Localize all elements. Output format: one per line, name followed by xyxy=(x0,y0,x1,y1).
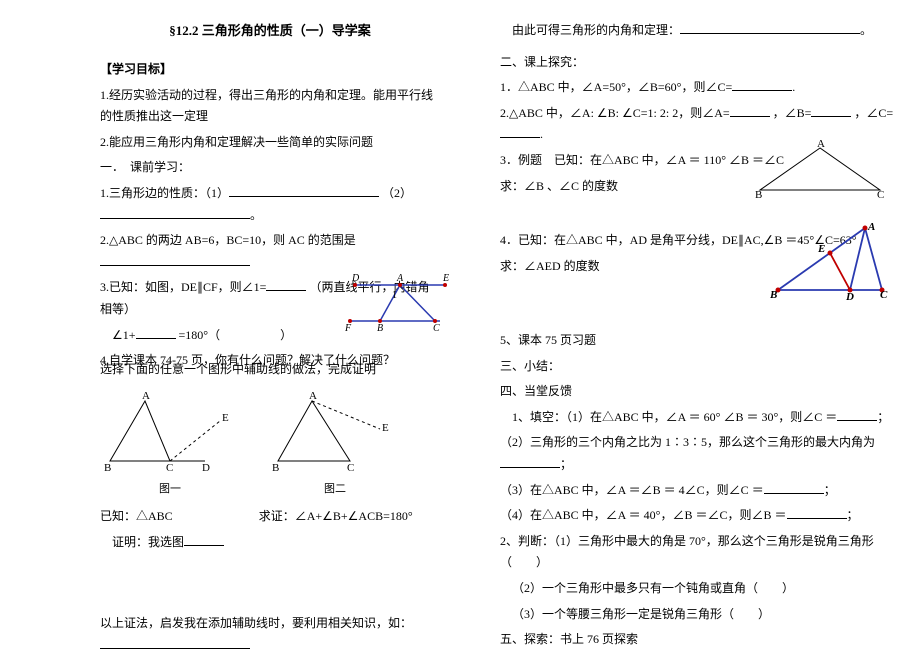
q-l3-a: 3.已知：如图，DE∥CF，则∠1= xyxy=(100,280,266,294)
f2-a: （2）三角形的三个内角之比为 1∶3∶5，那么这个三角形的最大内角为 xyxy=(500,435,875,449)
judge-2: （2）一个三角形中最多只有一个钝角或直角（ ） xyxy=(500,578,895,600)
blank xyxy=(764,480,824,494)
known-label: 已知：△ABC xyxy=(100,509,173,523)
known-prove: 已知：△ABC 求证：∠A+∠B+∠ACB=180° xyxy=(100,506,440,528)
q-l4: 4.自学课本 74-75 页，你有什么问题？解决了什么问题？ xyxy=(100,350,440,372)
blank xyxy=(500,454,560,468)
fill-head: 1、填空：（1）在△ABC 中，∠A ＝ 60° ∠B ＝ 30°，则∠C ＝ xyxy=(512,410,837,424)
blank xyxy=(100,252,250,266)
q-l3-d: =180°（ ） xyxy=(179,328,293,342)
r1-a: 由此可得三角形的内角和定理： xyxy=(512,23,680,37)
label-A: A xyxy=(867,221,875,233)
rq1-b: . xyxy=(792,80,795,94)
q-l2-a: 2.△ABC 的两边 AB=6，BC=10，则 AC 的范围是 xyxy=(100,233,356,247)
blank xyxy=(184,532,224,546)
label-A: A xyxy=(309,391,317,402)
f3-a: （3）在△ABC 中，∠A ＝∠B ＝ 4∠C，则∠C ＝ xyxy=(500,483,764,497)
pre-study-head: 一． 课前学习： xyxy=(100,157,440,179)
label-E: E xyxy=(442,273,449,284)
label-A: A xyxy=(817,140,825,150)
section2-head: 二、课上探究： xyxy=(500,52,895,74)
label-E: E xyxy=(382,422,389,434)
r1: 由此可得三角形的内角和定理： 。 xyxy=(500,20,895,42)
objective-1: 1.经历实验活动的过程，得出三角形的内角和定理。能用平行线的性质推出这一定理 xyxy=(100,85,440,128)
judge-1: 2、判断：（1）三角形中最大的角是 70°，那么这个三角形是锐角三角形（ ） xyxy=(500,531,895,574)
triangle-fig1: A B C D E xyxy=(100,391,240,476)
blank xyxy=(787,505,847,519)
label-C: C xyxy=(166,462,173,474)
fill-2: （2）三角形的三个内角之比为 1∶3∶5，那么这个三角形的最大内角为 ； xyxy=(500,432,895,475)
label-F: F xyxy=(345,323,352,333)
label-B: B xyxy=(770,289,777,301)
fill-4: （4）在△ABC 中，∠A ＝ 40°，∠B ＝∠C，则∠B ＝ ； xyxy=(500,505,895,527)
rq1-a: 1．△ABC 中，∠A=50°，∠B=60°，则∠C= xyxy=(500,80,732,94)
diagram-parallel-lines: D A E F B C 1 xyxy=(345,273,455,333)
r1-b: 。 xyxy=(860,23,872,37)
f4-b: ； xyxy=(847,508,859,522)
label-D: D xyxy=(845,291,854,303)
label-A: A xyxy=(396,273,404,284)
blank xyxy=(837,407,877,421)
label-D: D xyxy=(351,273,360,284)
blank xyxy=(100,635,250,649)
f4-a: （4）在△ABC 中，∠A ＝ 40°，∠B ＝∠C，则∠B ＝ xyxy=(500,508,787,522)
rq1: 1．△ABC 中，∠A=50°，∠B=60°，则∠C=. xyxy=(500,77,895,99)
label-A: A xyxy=(142,391,150,402)
blank xyxy=(811,103,851,117)
judge-3: （3）一个等腰三角形一定是锐角三角形（ ） xyxy=(500,604,895,626)
prove-label: 求证：∠A+∠B+∠ACB=180° xyxy=(259,509,413,523)
caption-fig1: 图一 xyxy=(100,480,240,496)
bottom-a: 以上证法，启发我在添加辅助线时，要利用相关知识，如： xyxy=(100,616,412,630)
fill-1: 1、填空：（1）在△ABC 中，∠A ＝ 60° ∠B ＝ 30°，则∠C ＝ ； xyxy=(500,407,895,429)
label-D: D xyxy=(202,462,210,474)
triangle-plain: A B C xyxy=(755,140,885,200)
blank xyxy=(100,205,250,219)
page-title: §12.2 三角形角的性质（一）导学案 xyxy=(100,20,440,39)
blank xyxy=(136,325,176,339)
blank xyxy=(266,277,306,291)
label-B: B xyxy=(377,323,383,333)
blank xyxy=(730,103,770,117)
rq2-c: ，∠C= xyxy=(854,106,893,120)
triangle-bisector: A B C D E xyxy=(770,220,890,305)
rq5: 5、课本 75 页习题 xyxy=(500,330,895,352)
blank xyxy=(500,124,540,138)
label-E: E xyxy=(222,412,229,424)
objective-2: 2.能应用三角形内角和定理解决一些简单的实际问题 xyxy=(100,132,440,154)
f2-b: ； xyxy=(560,457,572,471)
rq2-a: 2.△ABC 中，∠A: ∠B: ∠C=1: 2: 2，则∠A= xyxy=(500,106,730,120)
q-l1-end: 。 xyxy=(250,208,262,222)
rq2-b: ，∠B= xyxy=(773,106,812,120)
label-C: C xyxy=(877,189,884,200)
f3-b: ； xyxy=(824,483,836,497)
caption-fig2: 图二 xyxy=(270,480,400,496)
label-E: E xyxy=(817,243,825,255)
label-1: 1 xyxy=(392,290,397,301)
fill-end: ； xyxy=(877,410,889,424)
q-l3-c: ∠1+ xyxy=(112,328,136,342)
proof-label: 证明：我选图 xyxy=(112,535,184,549)
q-l1-a: 1.三角形边的性质：（1） xyxy=(100,186,229,200)
label-B: B xyxy=(104,462,111,474)
section4-head: 四、当堂反馈 xyxy=(500,381,895,403)
label-B: B xyxy=(755,189,762,200)
label-C: C xyxy=(347,462,354,474)
section3-head: 三、小结： xyxy=(500,356,895,378)
blank xyxy=(732,77,792,91)
section5-head: 五、探索：书上 76 页探索 xyxy=(500,629,895,651)
q-l2: 2.△ABC 的两边 AB=6，BC=10，则 AC 的范围是 xyxy=(100,230,440,273)
rq2-d: . xyxy=(540,127,543,141)
label-C: C xyxy=(433,323,440,333)
triangle-fig2: A B C E xyxy=(270,391,400,476)
blank xyxy=(229,183,379,197)
objectives-head: 【学习目标】 xyxy=(100,59,440,81)
label-B: B xyxy=(272,462,279,474)
blank xyxy=(680,20,860,34)
proof-line: 证明：我选图 xyxy=(100,532,440,554)
q-l1: 1.三角形边的性质：（1） （2） 。 xyxy=(100,183,440,226)
label-C: C xyxy=(880,289,888,301)
triangle-figures: A B C D E 图一 A B C E xyxy=(100,391,440,496)
fill-3: （3）在△ABC 中，∠A ＝∠B ＝ 4∠C，则∠C ＝ ； xyxy=(500,480,895,502)
q-l1-b: （2） xyxy=(382,186,412,200)
